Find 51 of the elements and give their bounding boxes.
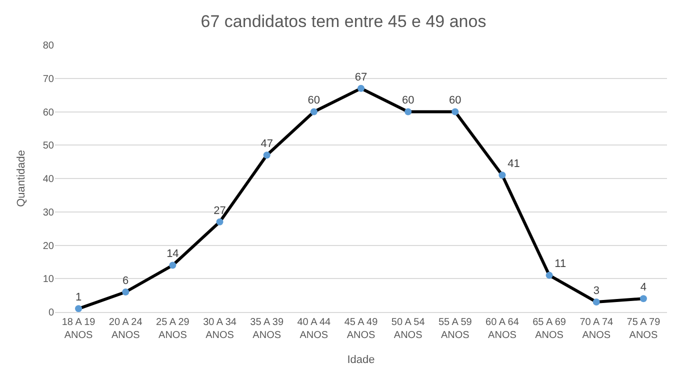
data-label: 60 bbox=[308, 94, 320, 107]
x-tick-label: 70 A 74 ANOS bbox=[580, 317, 614, 341]
data-label: 60 bbox=[449, 94, 462, 107]
x-tick-label: 30 A 34 ANOS bbox=[203, 317, 237, 341]
point bbox=[310, 108, 318, 116]
data-label: 27 bbox=[214, 204, 226, 217]
data-label: 11 bbox=[554, 258, 566, 270]
point bbox=[216, 218, 224, 226]
y-axis-title: Quantidade bbox=[16, 150, 28, 207]
point bbox=[640, 295, 647, 302]
y-tick-label: 40 bbox=[42, 174, 54, 185]
x-tick-label: 40 A 44 ANOS bbox=[297, 317, 332, 341]
point bbox=[169, 262, 176, 269]
x-tick-label: 45 A 49 ANOS bbox=[344, 317, 378, 341]
point bbox=[122, 288, 130, 296]
data-label: 6 bbox=[122, 274, 129, 287]
point bbox=[498, 172, 506, 179]
point bbox=[263, 152, 270, 159]
point bbox=[546, 272, 553, 279]
y-tick-label: 30 bbox=[42, 207, 54, 218]
data-label: 14 bbox=[166, 248, 179, 260]
y-tick-label: 20 bbox=[42, 240, 54, 252]
data-label: 4 bbox=[640, 282, 647, 294]
y-tick-label: 60 bbox=[42, 107, 54, 118]
x-tick-label: 75 A 79 ANOS bbox=[626, 317, 661, 341]
data-label: 1 bbox=[75, 292, 82, 304]
point bbox=[404, 108, 412, 116]
data-label: 3 bbox=[593, 284, 600, 297]
y-tick-label: 80 bbox=[42, 40, 54, 52]
x-tick-label: 25 A 29 ANOS bbox=[156, 317, 190, 341]
point bbox=[75, 305, 82, 312]
x-tick-label: 20 A 24 ANOS bbox=[108, 317, 143, 341]
data-label: 47 bbox=[260, 138, 273, 150]
data-label: 60 bbox=[402, 94, 414, 107]
y-tick-label: 70 bbox=[42, 74, 54, 85]
x-tick-label: 35 A 39 ANOS bbox=[250, 317, 284, 341]
x-tick-label: 60 A 64 ANOS bbox=[486, 317, 520, 341]
point bbox=[358, 84, 364, 92]
x-tick-label: 55 A 59 ANOS bbox=[438, 317, 472, 341]
y-tick-label: 10 bbox=[42, 274, 54, 286]
x-tick-label: 50 A 54 ANOS bbox=[391, 317, 426, 341]
data-label: 67 bbox=[354, 71, 368, 84]
chart-title: 67 candidatos tem entre 45 e 49 anos bbox=[200, 12, 486, 31]
point bbox=[592, 298, 600, 306]
y-tick-label: 50 bbox=[42, 140, 54, 152]
point bbox=[452, 108, 459, 116]
x-axis-title: Idade bbox=[347, 354, 375, 366]
data-label: 41 bbox=[508, 158, 520, 170]
x-tick-label: 18 A 19 ANOS bbox=[62, 317, 96, 341]
y-tick-label: 0 bbox=[48, 308, 54, 318]
x-tick-label: 65 A 69 ANOS bbox=[532, 317, 566, 341]
